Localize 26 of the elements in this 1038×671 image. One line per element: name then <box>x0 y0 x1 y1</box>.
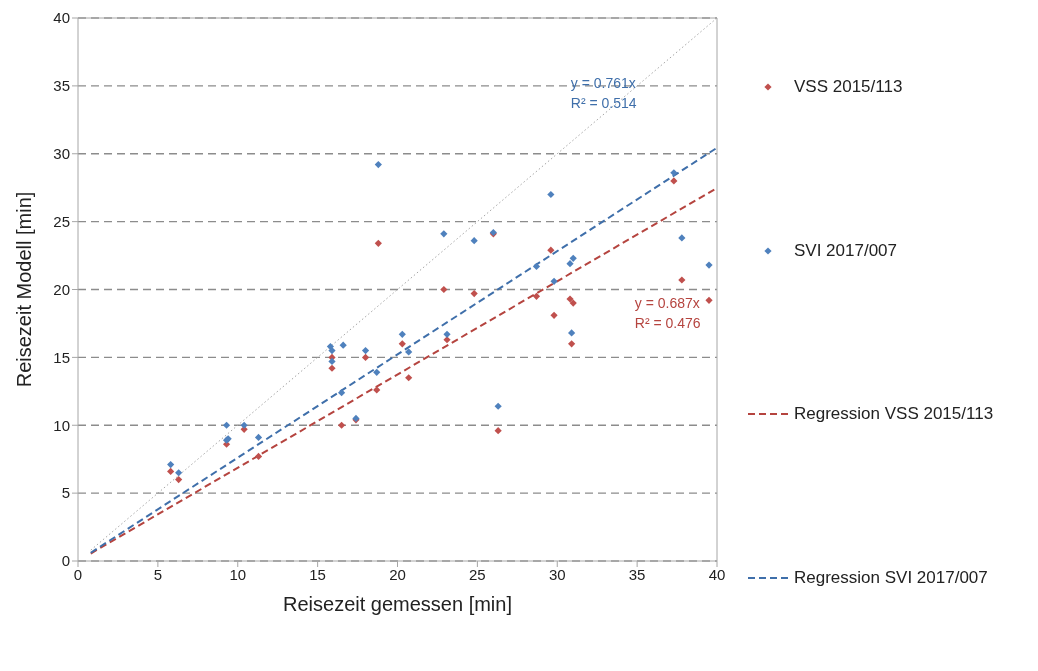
y-tick-label: 20 <box>53 280 70 298</box>
legend-label: Regression SVI 2017/007 <box>794 567 988 588</box>
legend-label: Regression VSS 2015/113 <box>794 404 994 425</box>
x-axis-title: Reisezeit gemessen [min] <box>283 593 512 615</box>
x-tick-label: 0 <box>73 565 83 583</box>
x-tick-label: 40 <box>708 565 726 583</box>
y-tick-label: 10 <box>53 416 70 434</box>
y-tick-label: 0 <box>61 552 70 570</box>
y-tick-label: 5 <box>61 484 70 502</box>
legend-label: SVI 2017/007 <box>794 240 898 261</box>
x-tick-label: 30 <box>548 565 566 583</box>
annotation: y = 0.687x R² = 0.476 <box>634 294 701 334</box>
x-tick-label: 25 <box>469 565 486 583</box>
y-tick-label: 30 <box>53 145 70 163</box>
annotation: y = 0.761x R² = 0.514 <box>570 74 637 114</box>
y-axis-title: Reisezeit Modell [min] <box>13 191 36 388</box>
x-tick-label: 15 <box>309 565 326 583</box>
y-tick-label: 40 <box>53 9 70 27</box>
x-tick-label: 20 <box>389 565 406 583</box>
legend-label: VSS 2015/113 <box>794 77 903 97</box>
y-tick-label: 25 <box>53 212 70 230</box>
y-tick-label: 15 <box>53 348 70 366</box>
y-tick-label: 35 <box>53 77 70 95</box>
x-tick-label: 10 <box>229 565 247 583</box>
x-tick-label: 35 <box>628 565 646 583</box>
x-tick-label: 5 <box>153 565 163 583</box>
